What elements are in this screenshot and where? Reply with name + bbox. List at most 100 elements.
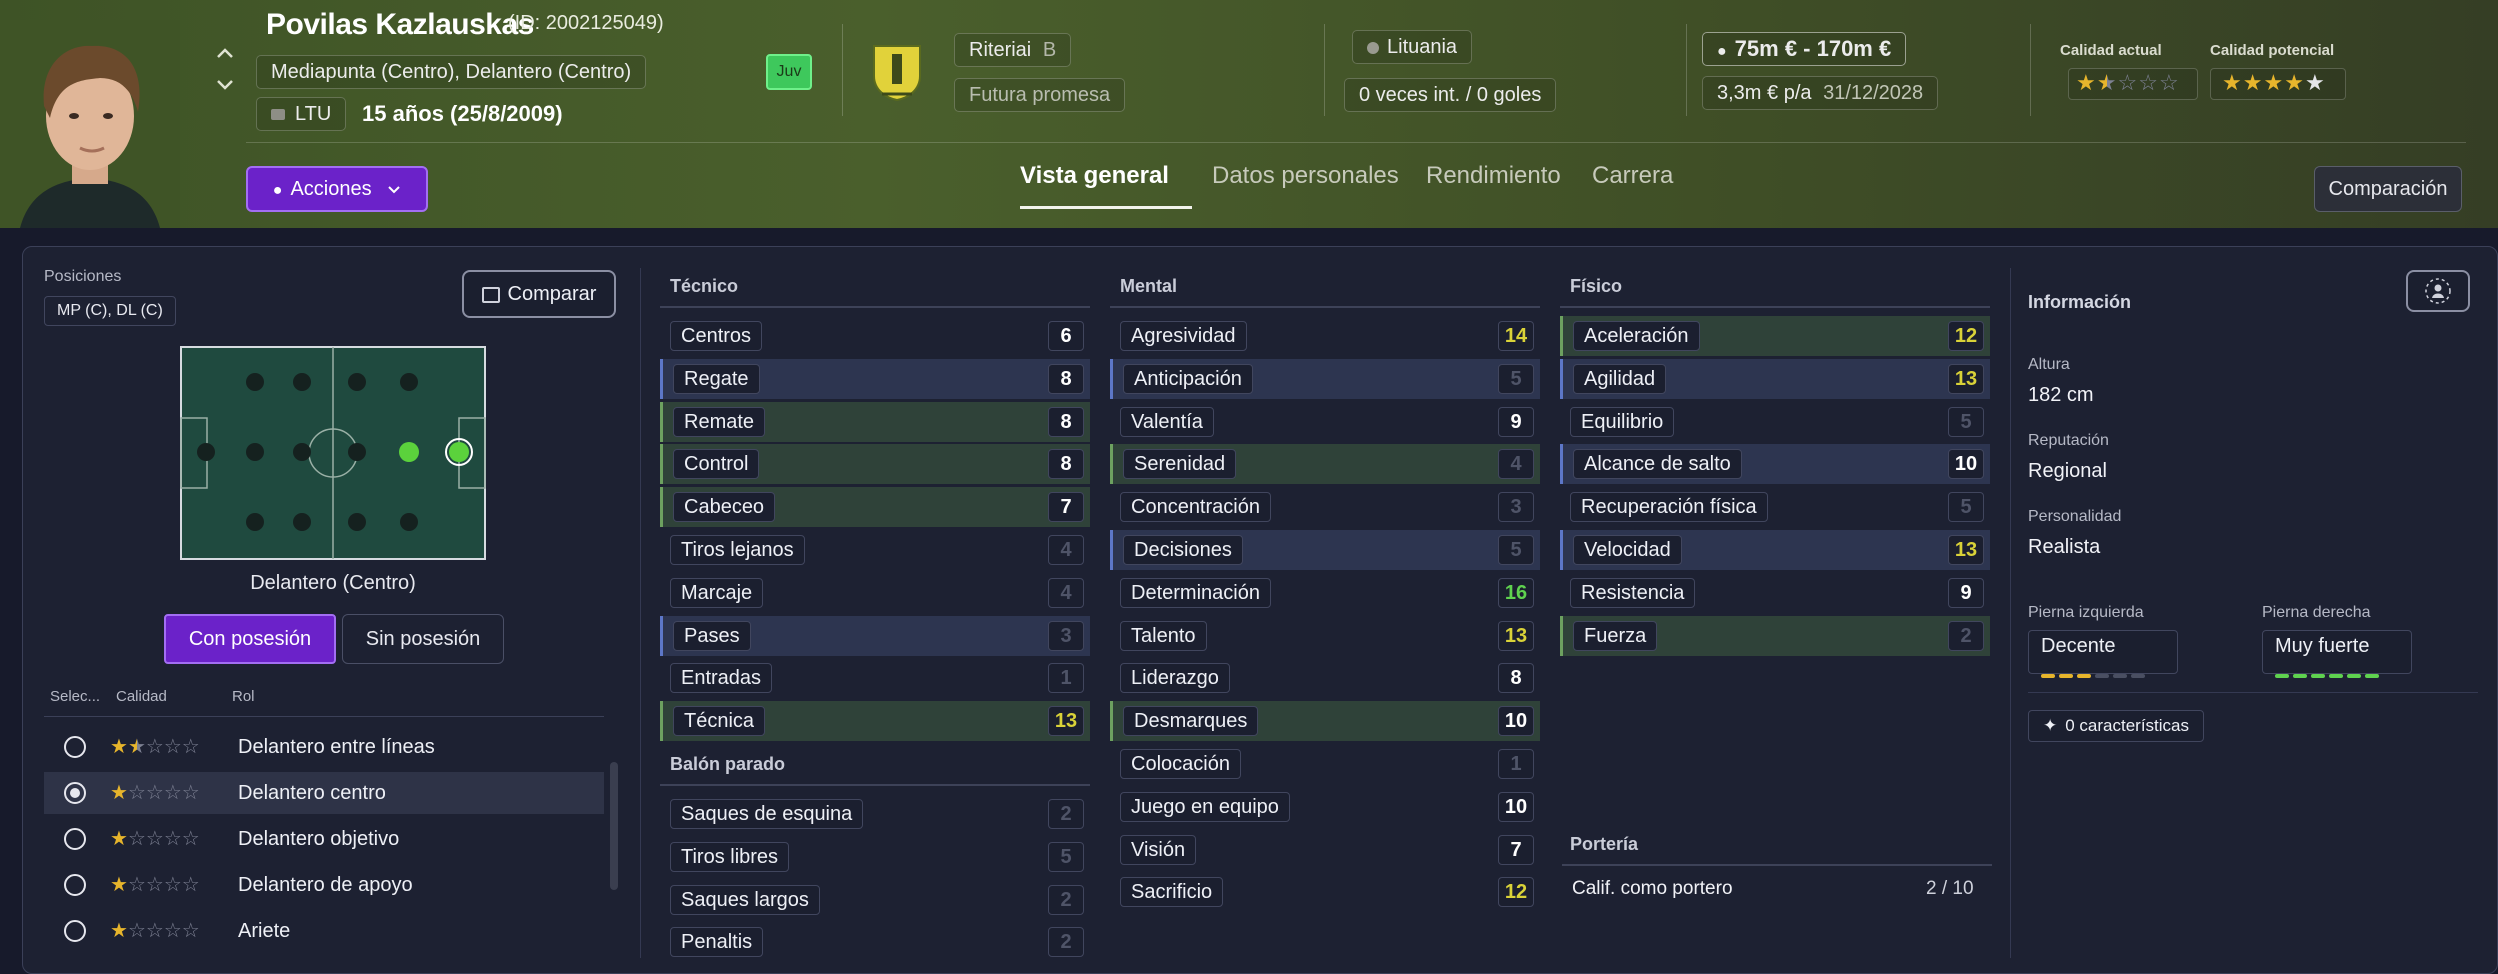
foot-level-segment: [2347, 674, 2361, 678]
role-radio[interactable]: [64, 874, 86, 896]
attribute-name: Pases: [673, 620, 751, 651]
star-empty-icon: ☆: [163, 874, 182, 896]
club-crest-icon[interactable]: [868, 36, 926, 102]
attribute-row[interactable]: Recuperación física 5: [1560, 487, 1990, 527]
tab-overview[interactable]: Vista general: [1020, 162, 1169, 189]
tab-personal-data[interactable]: Datos personales: [1212, 162, 1399, 189]
attribute-row[interactable]: Alcance de salto 10: [1560, 444, 1990, 485]
role-radio[interactable]: [64, 828, 86, 850]
attribute-row[interactable]: Decisiones 5: [1110, 530, 1540, 570]
mental-title-underline: [1110, 306, 1540, 308]
player-age: 15 años (25/8/2009): [362, 101, 563, 126]
potential-quality-box: [2210, 68, 2346, 100]
role-radio[interactable]: [64, 736, 86, 758]
attribute-row[interactable]: Centros 6: [660, 316, 1090, 356]
star-empty-icon: ☆: [145, 920, 164, 942]
fisico-title: Físico: [1570, 276, 1623, 296]
star-full-icon: ★: [2263, 70, 2285, 95]
role-radio[interactable]: [64, 920, 86, 942]
role-row[interactable]: ★☆☆☆☆ Ariete: [44, 910, 604, 952]
nation-pill[interactable]: Lituania: [1352, 30, 1473, 64]
attribute-row[interactable]: Velocidad 13: [1560, 530, 1990, 570]
attribute-row[interactable]: Sacrificio 12: [1110, 872, 1540, 912]
attribute-row[interactable]: Marcaje 4: [660, 573, 1090, 613]
contract-end: 31/12/2028: [1823, 82, 1924, 104]
attribute-row[interactable]: Juego en equipo 10: [1110, 787, 1540, 827]
without-possession-toggle[interactable]: Sin posesión: [342, 614, 504, 664]
attribute-value: 5: [1948, 406, 1984, 437]
player-portrait: [0, 20, 180, 228]
attribute-row[interactable]: Resistencia 9: [1560, 573, 1990, 613]
attribute-row[interactable]: Tiros lejanos 4: [660, 530, 1090, 570]
left-foot-value: Decente: [2041, 635, 2116, 657]
role-name: Delantero de apoyo: [238, 874, 413, 896]
attribute-row[interactable]: Saques largos 2: [660, 880, 1090, 920]
role-radio[interactable]: [64, 782, 86, 804]
role-row[interactable]: ★★☆☆☆ Delantero entre líneas: [44, 726, 604, 768]
attribute-row[interactable]: Agilidad 13: [1560, 358, 1990, 399]
role-row[interactable]: ★☆☆☆☆ Delantero de apoyo: [44, 864, 604, 906]
prev-player-icon[interactable]: [214, 44, 236, 62]
actions-button[interactable]: ● Acciones: [246, 166, 428, 212]
star-empty-icon: ☆: [145, 828, 164, 850]
attribute-row[interactable]: Valentía 9: [1110, 402, 1540, 442]
attribute-name: Técnica: [673, 706, 766, 737]
attribute-row[interactable]: Técnica 13: [660, 701, 1090, 742]
attribute-value: 14: [1498, 321, 1534, 351]
attribute-name: Colocación: [1120, 749, 1241, 779]
attribute-row[interactable]: Control 8: [660, 444, 1090, 485]
attribute-row[interactable]: Determinación 16: [1110, 573, 1540, 613]
attribute-name: Velocidad: [1573, 535, 1682, 565]
attribute-row[interactable]: Equilibrio 5: [1560, 402, 1990, 442]
attribute-row[interactable]: Concentración 3: [1110, 487, 1540, 527]
user-icon: ●: [272, 182, 283, 199]
attribute-value: 2: [1948, 620, 1984, 651]
attribute-value: 7: [1048, 492, 1084, 523]
star-empty-icon: ☆: [2117, 70, 2139, 95]
attribute-row[interactable]: Regate 8: [660, 358, 1090, 399]
attribute-row[interactable]: Serenidad 4: [1110, 444, 1540, 485]
role-name: Delantero centro: [238, 782, 386, 804]
positions-label: Posiciones: [44, 268, 122, 285]
role-list-scrollbar[interactable]: [610, 762, 618, 890]
star-empty-icon: ☆: [2138, 70, 2159, 95]
star-empty-icon: ☆: [163, 782, 182, 804]
attribute-row[interactable]: Talento 13: [1110, 616, 1540, 656]
attribute-row[interactable]: Liderazgo 8: [1110, 658, 1540, 698]
comparison-button[interactable]: Comparación: [2314, 166, 2462, 212]
attribute-row[interactable]: Remate 8: [660, 401, 1090, 442]
attribute-row[interactable]: Desmarques 10: [1110, 701, 1540, 742]
attribute-name: Liderazgo: [1120, 663, 1230, 694]
attribute-name: Visión: [1120, 834, 1197, 865]
height-label: Altura: [2028, 356, 2070, 373]
foot-level-segment: [2095, 674, 2109, 678]
attribute-name: Agresividad: [1120, 321, 1247, 351]
attribute-row[interactable]: Fuerza 2: [1560, 615, 1990, 656]
attribute-row[interactable]: Penaltis 2: [660, 922, 1090, 962]
attribute-value: 10: [1948, 449, 1984, 480]
tab-performance[interactable]: Rendimiento: [1426, 162, 1561, 189]
attribute-row[interactable]: Pases 3: [660, 615, 1090, 656]
attribute-row[interactable]: Anticipación 5: [1110, 358, 1540, 399]
attribute-row[interactable]: Agresividad 14: [1110, 316, 1540, 356]
traits-button[interactable]: ✦ 0 características: [2028, 710, 2205, 742]
attribute-row[interactable]: Visión 7: [1110, 830, 1540, 870]
role-row[interactable]: ★☆☆☆☆ Delantero objetivo: [44, 818, 604, 860]
attribute-row[interactable]: Colocación 1: [1110, 744, 1540, 784]
compare-positions-button[interactable]: Comparar: [462, 270, 616, 318]
profile-button[interactable]: [2406, 270, 2470, 312]
attribute-row[interactable]: Aceleración 12: [1560, 316, 1990, 356]
tab-career[interactable]: Carrera: [1592, 162, 1674, 189]
attribute-row[interactable]: Saques de esquina 2: [660, 794, 1090, 834]
with-possession-toggle[interactable]: Con posesión: [164, 614, 336, 664]
role-row[interactable]: ★☆☆☆☆ Delantero centro: [44, 772, 604, 814]
attribute-value: 2: [1048, 884, 1084, 915]
next-player-icon[interactable]: [214, 76, 236, 94]
attribute-row[interactable]: Tiros libres 5: [660, 837, 1090, 877]
attribute-row[interactable]: Entradas 1: [660, 658, 1090, 698]
club-name-pill[interactable]: Riteriai B: [954, 33, 1072, 67]
position-pitch[interactable]: [180, 346, 486, 560]
attribute-row[interactable]: Cabeceo 7: [660, 487, 1090, 528]
club-tier: B: [1042, 39, 1057, 61]
attribute-name: Control: [673, 449, 760, 480]
